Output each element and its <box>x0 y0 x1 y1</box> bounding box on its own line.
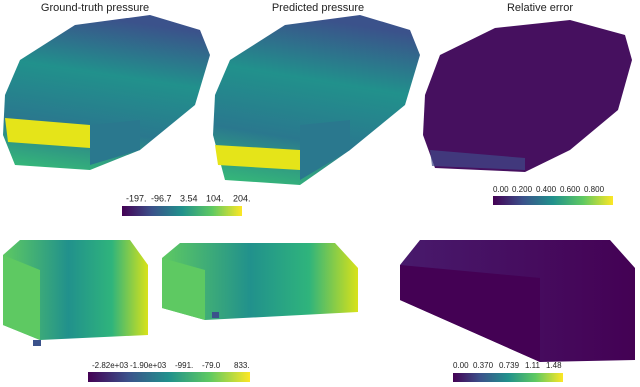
colorbar-label: -96.7 <box>151 193 172 203</box>
car-ground-truth <box>3 15 210 170</box>
colorbar-label: 1.48 <box>546 361 562 370</box>
colorbar-label: 204. <box>233 193 251 203</box>
car-predicted <box>213 15 420 185</box>
colorbar: 0.00 0.200 0.400 0.600 0.800 <box>493 185 613 205</box>
panel-title: Relative error <box>507 2 573 14</box>
panel-title: Predicted pressure <box>272 2 364 14</box>
colorbar: -197. -96.7 3.54 104. 204. <box>122 193 251 216</box>
colorbar-label: 0.800 <box>584 185 605 194</box>
colorbar-label: 0.200 <box>512 185 533 194</box>
colorbar-label: 1.11 <box>525 361 541 370</box>
box-predicted <box>162 243 358 320</box>
colorbar-label: 0.00 <box>493 185 509 194</box>
car-error <box>423 20 632 172</box>
colorbar-label: 104. <box>206 193 224 203</box>
panel-title: Ground-truth pressure <box>41 2 149 14</box>
colorbar-label: 3.54 <box>180 193 198 203</box>
colorbar-label: -197. <box>126 193 147 203</box>
colorbar-label: 833. <box>234 361 250 370</box>
colorbar-label: 0.00 <box>453 361 469 370</box>
colorbar-label: -2.82e+03 <box>92 361 129 370</box>
colorbar: -2.82e+03 -1.90e+03 -991. -79.0 833. <box>88 361 250 382</box>
box-ground-truth <box>3 240 148 346</box>
colorbar-label: -1.90e+03 <box>130 361 167 370</box>
colorbar: 0.00 0.370 0.739 1.11 1.48 <box>453 361 563 382</box>
colorbar-label: -991. <box>175 361 193 370</box>
colorbar-label: 0.400 <box>536 185 557 194</box>
colorbar-label: -79.0 <box>202 361 221 370</box>
colorbar-label: 0.600 <box>560 185 581 194</box>
box-error <box>400 240 635 362</box>
colorbar-label: 0.370 <box>473 361 494 370</box>
colorbar-label: 0.739 <box>499 361 520 370</box>
